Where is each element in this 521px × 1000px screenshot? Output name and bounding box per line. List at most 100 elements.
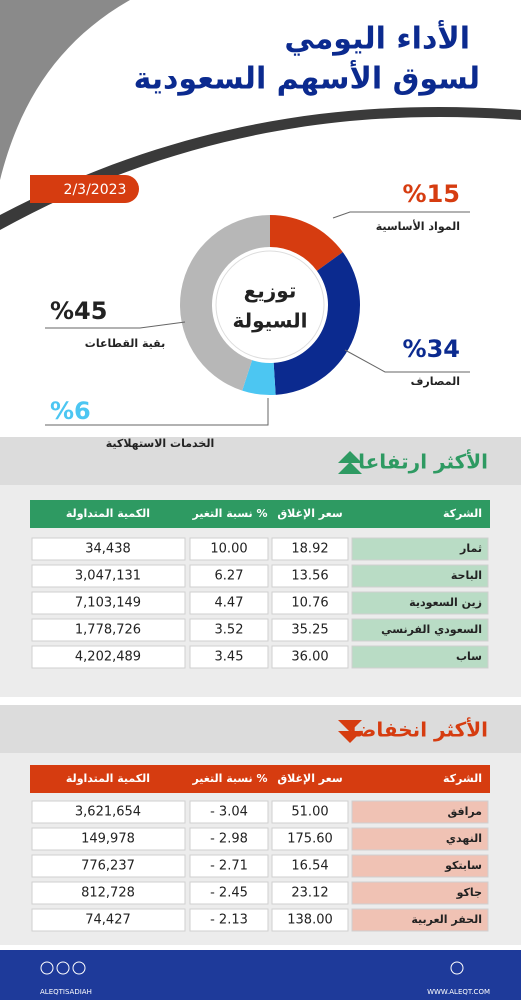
date-badge bbox=[30, 175, 139, 203]
table-value: 6.27 bbox=[215, 569, 244, 584]
leader-line bbox=[332, 211, 470, 219]
social-icon bbox=[40, 961, 54, 975]
table-value: الحفر العربية bbox=[411, 913, 482, 926]
table-cell bbox=[31, 537, 186, 561]
table-value: 149,978 bbox=[81, 832, 135, 847]
table-value: جاكو bbox=[456, 886, 482, 899]
slice-value-label: %34 bbox=[403, 335, 460, 363]
table-cell bbox=[271, 881, 349, 905]
table-value: 18.92 bbox=[291, 542, 328, 557]
table-value: 7,103,149 bbox=[75, 596, 141, 611]
table-value: 36.00 bbox=[291, 650, 328, 665]
table-value: 3.52 bbox=[215, 623, 244, 638]
table-value: - 2.45 bbox=[210, 886, 248, 901]
losers-band bbox=[0, 705, 521, 753]
table-value: الباحة bbox=[451, 569, 482, 582]
table-cell bbox=[31, 854, 186, 878]
table-value: سابتكو bbox=[444, 859, 482, 872]
footer-handle: ALEQTISADIAH bbox=[40, 988, 92, 996]
table-cell bbox=[189, 618, 269, 642]
table-value: - 2.98 bbox=[210, 832, 248, 847]
table-cell bbox=[351, 537, 489, 561]
table-cell bbox=[31, 827, 186, 851]
footer-site: WWW.ALEQT.COM bbox=[427, 988, 490, 996]
table-value: ساب bbox=[456, 650, 482, 663]
slice-value-label: %15 bbox=[403, 180, 460, 208]
table-cell bbox=[271, 618, 349, 642]
leader-line bbox=[45, 321, 186, 329]
table-value: 776,237 bbox=[81, 859, 135, 874]
table-cell bbox=[271, 800, 349, 824]
table-value: 34,438 bbox=[85, 542, 131, 557]
table-cell bbox=[351, 564, 489, 588]
table-cell bbox=[351, 618, 489, 642]
table-cell bbox=[189, 800, 269, 824]
table-header bbox=[30, 500, 490, 528]
table-cell bbox=[271, 645, 349, 669]
table-cell bbox=[189, 645, 269, 669]
column-header: الشركة bbox=[443, 507, 482, 520]
table-cell bbox=[31, 645, 186, 669]
table-cell bbox=[351, 800, 489, 824]
slice-label: المواد الأساسية bbox=[376, 219, 460, 233]
table-cell bbox=[31, 881, 186, 905]
slice-value-label: %45 bbox=[50, 297, 107, 325]
table-value: 4.47 bbox=[215, 596, 244, 611]
table-cell bbox=[189, 827, 269, 851]
table-value: مرافق bbox=[447, 805, 482, 818]
column-header: نسبة التغير % bbox=[191, 772, 267, 785]
section-title: الأكثر انخفاضا bbox=[350, 717, 488, 742]
table-value: 23.12 bbox=[291, 886, 328, 901]
table-value: 13.56 bbox=[291, 569, 328, 584]
table-cell bbox=[189, 591, 269, 615]
column-header: الكمية المتداولة bbox=[66, 507, 150, 520]
table-cell bbox=[351, 645, 489, 669]
table-cell bbox=[189, 881, 269, 905]
donut-title: السيولة bbox=[232, 309, 307, 333]
table-cell bbox=[31, 591, 186, 615]
social-icon bbox=[56, 961, 70, 975]
table-cell bbox=[271, 564, 349, 588]
table-value: - 2.71 bbox=[210, 859, 248, 874]
leader-line bbox=[344, 349, 470, 373]
table-value: 35.25 bbox=[291, 623, 328, 638]
table-value: 51.00 bbox=[291, 805, 328, 820]
table-cell bbox=[31, 618, 186, 642]
table-cell bbox=[271, 827, 349, 851]
slice-label: بقية القطاعات bbox=[85, 337, 165, 350]
table-cell bbox=[271, 908, 349, 932]
column-header: سعر الإغلاق bbox=[277, 772, 342, 785]
footer bbox=[0, 950, 521, 1000]
table-cell bbox=[271, 537, 349, 561]
date: 2/3/2023 bbox=[64, 182, 127, 198]
table-value: النهدي bbox=[446, 832, 482, 845]
table-cell bbox=[189, 537, 269, 561]
donut-slice bbox=[273, 252, 360, 395]
table-value: 138.00 bbox=[287, 913, 333, 928]
table-value: 16.54 bbox=[291, 859, 328, 874]
table-value: - 3.04 bbox=[210, 805, 248, 820]
title: الأداء اليومي bbox=[284, 20, 470, 57]
table-cell bbox=[189, 854, 269, 878]
header-gray bbox=[0, 0, 130, 180]
table-cell bbox=[189, 908, 269, 932]
table-cell bbox=[351, 881, 489, 905]
table-value: 812,728 bbox=[81, 886, 135, 901]
table-cell bbox=[189, 564, 269, 588]
slice-label: المصارف bbox=[411, 375, 460, 388]
donut-inner bbox=[215, 250, 325, 360]
table-value: 175.60 bbox=[287, 832, 333, 847]
gainers-band bbox=[0, 437, 521, 485]
table-cell bbox=[31, 564, 186, 588]
table-value: 3.45 bbox=[215, 650, 244, 665]
donut-title: توزيع bbox=[244, 279, 297, 303]
table-value: السعودي الفرنسي bbox=[381, 623, 482, 636]
table-cell bbox=[351, 591, 489, 615]
table-cell bbox=[31, 908, 186, 932]
leader-line bbox=[45, 398, 269, 426]
table-cell bbox=[31, 800, 186, 824]
column-header: سعر الإغلاق bbox=[277, 507, 342, 520]
table-cell bbox=[271, 854, 349, 878]
table-value: 4,202,489 bbox=[75, 650, 141, 665]
